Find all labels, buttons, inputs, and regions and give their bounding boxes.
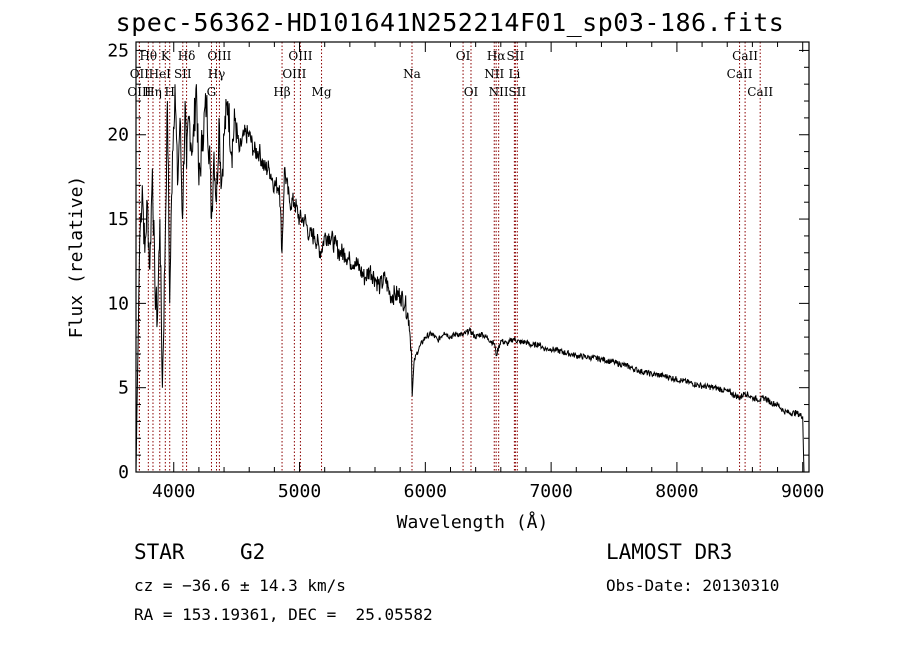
- line-label: SII: [174, 67, 192, 81]
- x-tick-label: 8000: [655, 481, 698, 502]
- y-tick-label: 10: [107, 293, 129, 314]
- line-label: Hη: [144, 85, 162, 99]
- y-tick-label: 20: [107, 125, 129, 146]
- redshift-value: cz = −36.6 ± 14.3 km/s: [134, 576, 346, 595]
- line-label: Hγ: [208, 67, 226, 81]
- line-label: CaII: [727, 67, 753, 81]
- line-label: OI: [464, 85, 479, 99]
- line-label: Li: [508, 67, 520, 81]
- line-markers: [138, 42, 761, 472]
- line-label: H: [164, 85, 174, 99]
- line-label: G: [207, 85, 217, 99]
- line-label: SII: [508, 85, 526, 99]
- object-subclass: G2: [240, 540, 266, 564]
- y-axis-label: Flux (relative): [66, 176, 87, 339]
- line-label: OII: [130, 67, 150, 81]
- line-label: Mg: [312, 85, 332, 99]
- line-label: Na: [403, 67, 421, 81]
- chart-title: spec-56362-HD101641N252214F01_sp03-186.f…: [115, 8, 785, 37]
- object-class: STAR: [134, 540, 185, 564]
- line-label: CaII: [747, 85, 773, 99]
- line-label: Hα: [487, 49, 506, 63]
- line-label: HeI: [149, 67, 172, 81]
- spectrum-line: [135, 84, 805, 473]
- y-tick-label: 0: [118, 462, 129, 483]
- line-label: K: [161, 49, 171, 63]
- line-label: OIII: [282, 67, 306, 81]
- axes-frame: [135, 41, 810, 473]
- line-label: CaII: [732, 49, 758, 63]
- observation-date: Obs-Date: 20130310: [606, 576, 780, 595]
- line-label: Hβ: [273, 85, 290, 99]
- line-label: OIII: [127, 85, 151, 99]
- line-label: NII: [489, 85, 509, 99]
- line-label: OIII: [207, 49, 231, 63]
- x-ticks: 4000 5000 6000 7000 8000 9000: [152, 42, 824, 502]
- line-label: SII: [507, 49, 525, 63]
- y-tick-label: 15: [107, 209, 129, 230]
- x-tick-label: 7000: [529, 481, 572, 502]
- x-tick-label: 9000: [781, 481, 824, 502]
- coordinates: RA = 153.19361, DEC = 25.05582: [134, 605, 433, 624]
- y-tick-label: 25: [107, 40, 129, 61]
- survey-name: LAMOST DR3: [606, 540, 733, 564]
- line-labels: HθOIIOIIIHηHeIKHSIIHδGHγOIIIHβOIIIOIIIMg…: [127, 49, 773, 99]
- line-label: Hθ: [139, 49, 157, 63]
- x-tick-label: 4000: [152, 481, 195, 502]
- line-label: Hδ: [178, 49, 196, 63]
- line-label: OIII: [288, 49, 312, 63]
- y-ticks: 0 5 10 15 20 25: [107, 40, 809, 483]
- x-axis-label: Wavelength (Å): [397, 511, 549, 533]
- line-label: NII: [484, 67, 504, 81]
- y-tick-label: 5: [118, 378, 129, 399]
- line-label: OI: [456, 49, 471, 63]
- x-tick-label: 5000: [278, 481, 321, 502]
- x-tick-label: 6000: [404, 481, 447, 502]
